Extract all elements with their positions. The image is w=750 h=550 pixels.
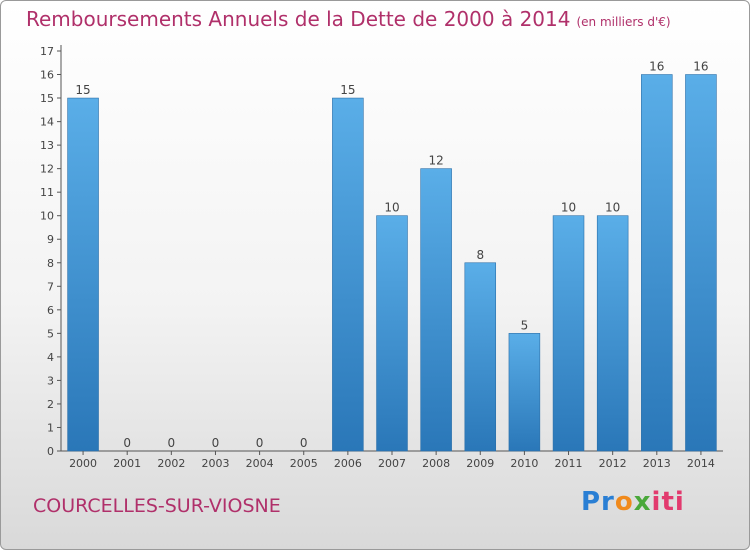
proxiti-logo[interactable]: Proxiti (581, 487, 685, 517)
y-tick-label-3: 3 (47, 374, 54, 387)
y-tick-label-11: 11 (40, 186, 54, 199)
chart-title-text: Remboursements Annuels de la Dette de 20… (26, 7, 571, 31)
y-tick-label-12: 12 (40, 163, 54, 176)
bar-2009 (464, 262, 497, 452)
x-tick-label-2000: 2000 (69, 457, 97, 470)
x-tick-label-2011: 2011 (555, 457, 583, 470)
bar-2008 (420, 168, 452, 452)
data-label-2001: 0 (123, 436, 131, 450)
data-label-2012: 10 (605, 201, 620, 215)
data-label-2003: 0 (212, 436, 220, 450)
logo-part-1: Pr (581, 487, 615, 517)
data-label-2009: 8 (476, 248, 484, 262)
y-tick-label-7: 7 (47, 280, 54, 293)
data-label-2011: 10 (561, 201, 576, 215)
y-tick-label-2: 2 (47, 398, 54, 411)
y-tick-label-6: 6 (47, 304, 54, 317)
y-tick-label-14: 14 (40, 116, 54, 129)
bar-2012 (596, 215, 629, 452)
y-tick-label-0: 0 (47, 445, 54, 458)
y-tick-label-10: 10 (40, 210, 54, 223)
bar-2007 (376, 215, 408, 452)
y-tick-label-4: 4 (47, 351, 54, 364)
x-tick-label-2013: 2013 (643, 457, 671, 470)
data-label-2010: 5 (521, 318, 529, 332)
y-tick-label-1: 1 (47, 421, 54, 434)
x-tick-label-2008: 2008 (422, 457, 450, 470)
data-label-2000: 15 (75, 83, 90, 97)
x-tick-label-2007: 2007 (378, 457, 406, 470)
y-tick-label-8: 8 (47, 257, 54, 270)
data-label-2006: 15 (340, 83, 355, 97)
x-tick-label-2002: 2002 (157, 457, 185, 470)
bar-2006 (332, 97, 364, 452)
x-tick-label-2012: 2012 (599, 457, 627, 470)
y-tick-label-16: 16 (40, 69, 54, 82)
y-tick-label-15: 15 (40, 92, 54, 105)
x-tick-label-2006: 2006 (334, 457, 362, 470)
x-tick-label-2014: 2014 (687, 457, 715, 470)
logo-part-2: o (614, 487, 634, 517)
x-tick-label-2005: 2005 (290, 457, 318, 470)
data-label-2002: 0 (168, 436, 176, 450)
chart-unit-note: (en milliers d'€) (576, 15, 671, 29)
y-tick-label-5: 5 (47, 327, 54, 340)
bar-2010 (508, 333, 541, 452)
logo-part-3: x (633, 487, 652, 517)
bar-2011 (552, 215, 585, 452)
x-tick-label-2009: 2009 (466, 457, 494, 470)
data-label-2004: 0 (256, 436, 264, 450)
logo-part-4: iti (651, 487, 685, 517)
y-tick-label-17: 17 (40, 45, 54, 58)
chart-title: Remboursements Annuels de la Dette de 20… (26, 7, 671, 31)
x-tick-label-2003: 2003 (201, 457, 229, 470)
y-tick-label-9: 9 (47, 233, 54, 246)
x-tick-label-2001: 2001 (113, 457, 141, 470)
y-tick-label-13: 13 (40, 139, 54, 152)
data-label-2014: 16 (693, 60, 708, 74)
bar-2014 (685, 74, 717, 452)
data-label-2008: 12 (428, 154, 443, 168)
x-tick-label-2004: 2004 (246, 457, 274, 470)
data-label-2013: 16 (649, 60, 664, 74)
bar-2000 (67, 97, 99, 452)
commune-name: COURCELLES-SUR-VIOSNE (33, 495, 281, 517)
data-label-2005: 0 (300, 436, 308, 450)
x-tick-label-2010: 2010 (510, 457, 538, 470)
bar-2013 (641, 74, 673, 452)
data-label-2007: 10 (384, 201, 399, 215)
